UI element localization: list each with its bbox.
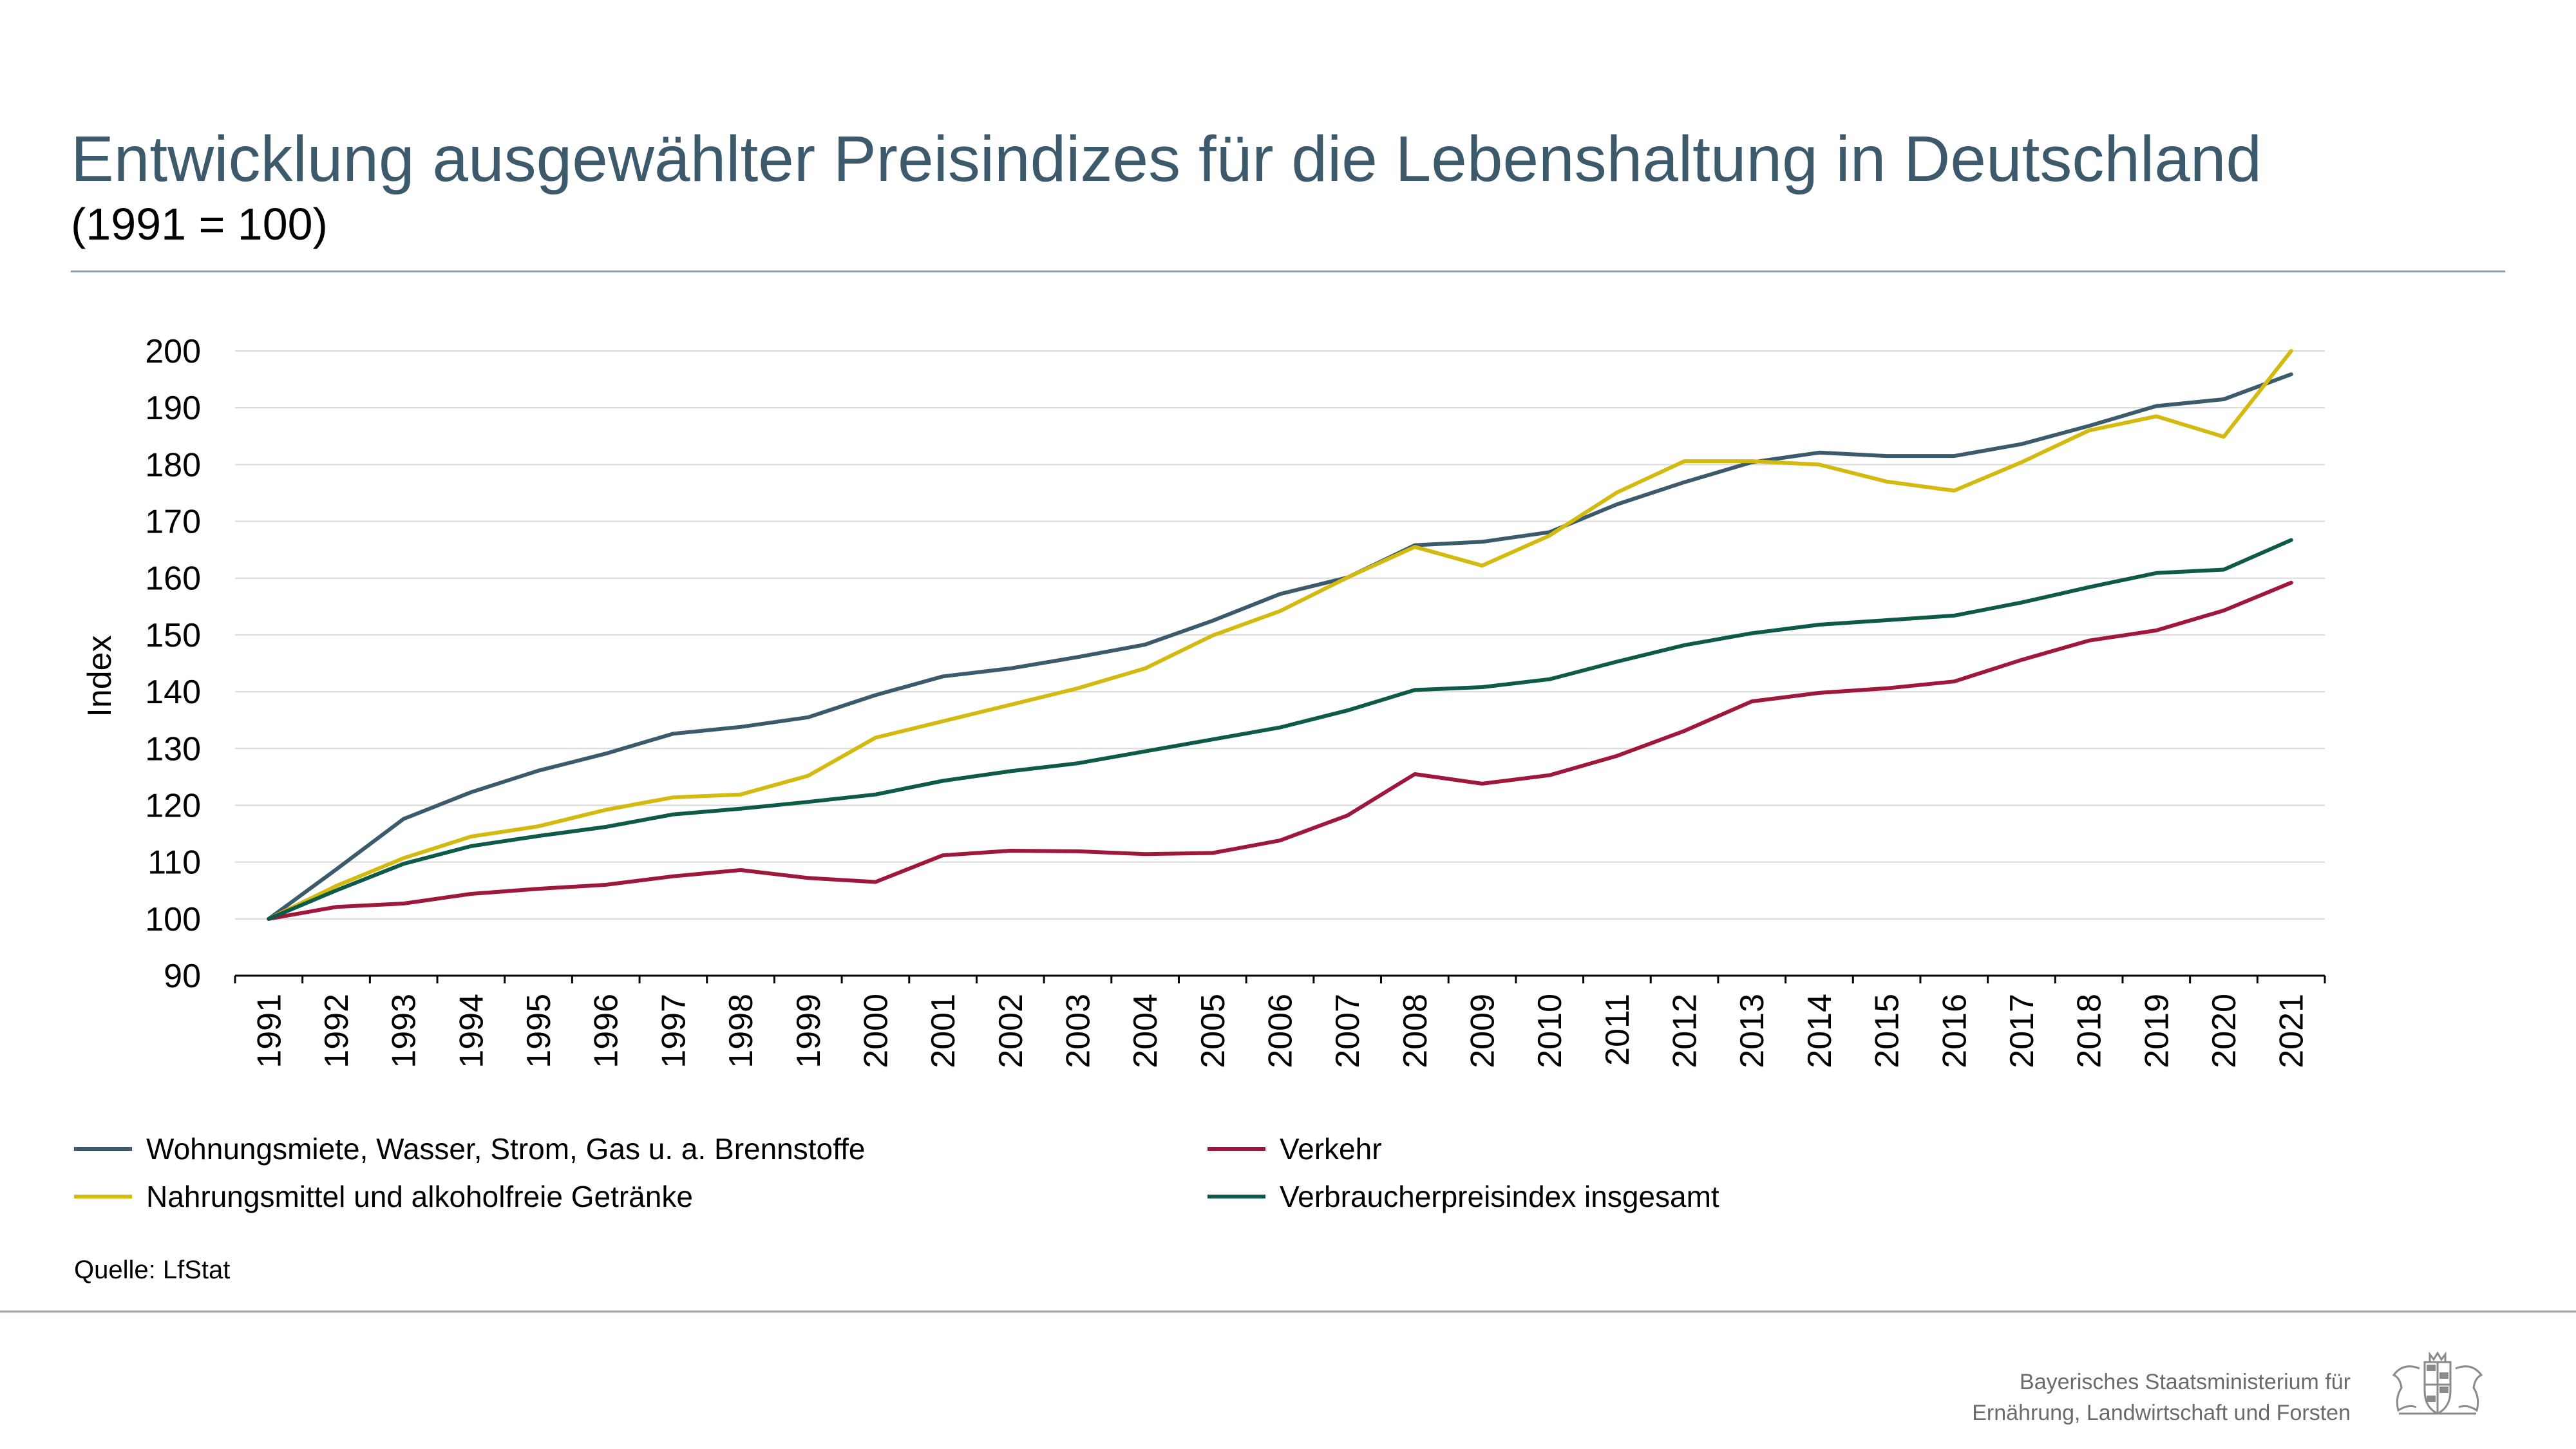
x-tick-label: 2003 (1059, 994, 1097, 1068)
x-tick-label: 2000 (857, 994, 895, 1068)
x-tick-label: 1992 (318, 994, 355, 1068)
y-tick-label: 160 (145, 560, 201, 598)
x-tick-label: 1994 (453, 994, 490, 1068)
x-tick-label: 2015 (1869, 994, 1906, 1068)
x-tick-label: 2002 (992, 994, 1030, 1068)
y-tick-label: 190 (145, 390, 201, 427)
line-chart: 90 100 110 120 130 140 150 160 170 180 190 200 1991 1… (81, 333, 2326, 1068)
x-tick-label: 2021 (2273, 994, 2311, 1068)
source-note: Quelle: LfStat (74, 1256, 231, 1284)
footer-divider (0, 1311, 2576, 1312)
page-subtitle: (1991 = 100) (71, 199, 328, 249)
legend-swatch (74, 1195, 132, 1198)
x-tick-label: 2020 (2206, 994, 2243, 1068)
y-axis-label: Index (81, 635, 118, 717)
legend-label: Verbraucherpreisindex insgesamt (1280, 1180, 1719, 1213)
bavarian-coat-of-arms-icon (2392, 1351, 2483, 1415)
ministry-name: Bayerisches Staatsministerium für Ernähr… (1972, 1367, 2351, 1428)
series-line (267, 372, 2293, 921)
x-tick-label: 2008 (1397, 994, 1434, 1068)
x-tick-label: 2004 (1127, 994, 1164, 1068)
y-tick-label: 140 (145, 674, 201, 711)
legend-swatch (1208, 1147, 1265, 1151)
x-tick-label: 2001 (925, 994, 962, 1068)
y-tick-label: 120 (145, 787, 201, 824)
ministry-name-line1: Bayerisches Staatsministerium für (2020, 1370, 2351, 1394)
x-tick-label: 1999 (790, 994, 828, 1068)
x-tick-label: 2006 (1262, 994, 1300, 1068)
legend-item-verbraucherpreisindex: Verbraucherpreisindex insgesamt (1208, 1179, 1719, 1214)
x-tick-label: 2009 (1464, 994, 1502, 1068)
x-tick-label: 1995 (520, 994, 558, 1068)
x-tick-label: 2005 (1195, 994, 1232, 1068)
x-tick-label: 1991 (251, 994, 288, 1068)
legend-item-wohnungsmiete: Wohnungsmiete, Wasser, Strom, Gas u. a. … (74, 1132, 865, 1166)
x-tick-label: 2011 (1599, 994, 1636, 1066)
y-tick-label: 150 (145, 617, 201, 654)
legend-swatch (1208, 1195, 1265, 1198)
x-tick-label: 2013 (1734, 994, 1771, 1068)
x-tick-label: 1996 (588, 994, 625, 1068)
x-tick-label: 1993 (386, 994, 423, 1068)
y-tick-label: 130 (145, 730, 201, 768)
x-tick-label: 1997 (655, 994, 692, 1068)
x-tick-label: 2010 (1531, 994, 1569, 1068)
x-tick-label: 2018 (2071, 994, 2108, 1068)
y-tick-label: 110 (147, 844, 201, 882)
legend-label: Verkehr (1280, 1132, 1382, 1166)
legend-item-verkehr: Verkehr (1208, 1132, 1382, 1166)
ministry-name-line2: Ernährung, Landwirtschaft und Forsten (1972, 1401, 2351, 1425)
y-tick-label: 100 (145, 901, 201, 938)
y-tick-label: 200 (145, 333, 201, 370)
page-title: Entwicklung ausgewählter Preisindizes fü… (71, 123, 2262, 195)
legend-swatch (74, 1147, 132, 1151)
x-tick-label: 2014 (1801, 994, 1839, 1068)
series-line (267, 349, 2293, 921)
legend-item-nahrungsmittel: Nahrungsmittel und alkoholfreie Getränke (74, 1179, 693, 1214)
x-tick-label: 2019 (2138, 994, 2175, 1068)
y-tick-label: 170 (145, 504, 201, 541)
series-line (267, 538, 2293, 921)
y-tick-label: 180 (145, 446, 201, 484)
y-tick-label: 90 (164, 958, 201, 995)
legend-label: Wohnungsmiete, Wasser, Strom, Gas u. a. … (146, 1132, 866, 1166)
series-line (267, 580, 2293, 921)
x-tick-label: 2017 (2003, 994, 2041, 1068)
header-divider (71, 270, 2505, 272)
x-tick-label: 1998 (723, 994, 760, 1068)
x-tick-label: 2007 (1329, 994, 1367, 1068)
x-tick-label: 2012 (1667, 994, 1704, 1068)
legend-label: Nahrungsmittel und alkoholfreie Getränke (146, 1180, 693, 1213)
x-tick-label: 2016 (1936, 994, 1973, 1068)
